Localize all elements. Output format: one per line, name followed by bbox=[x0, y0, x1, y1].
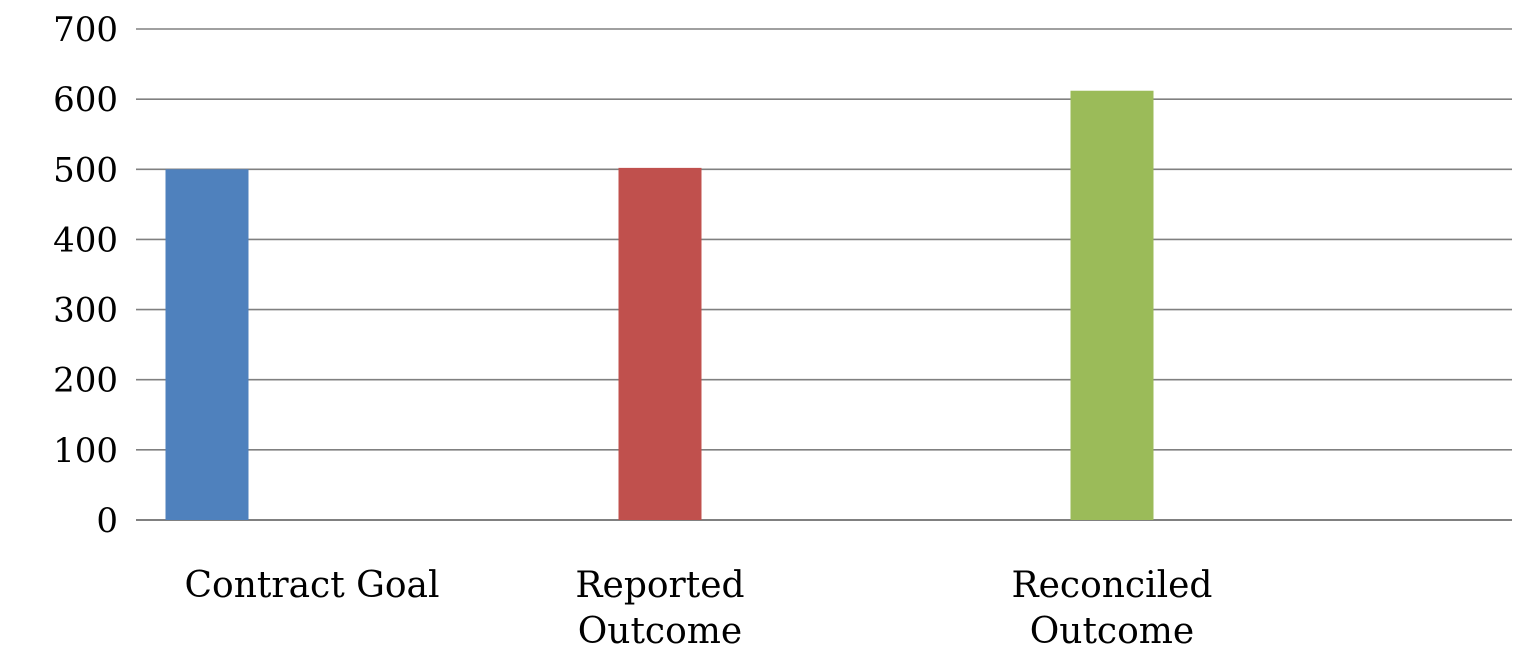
y-tick-label-200: 200 bbox=[53, 361, 118, 401]
y-tick-label-0: 0 bbox=[96, 501, 118, 541]
y-tick-label-700: 700 bbox=[53, 10, 118, 50]
y-axis-tick-labels: 0 100 200 300 400 500 600 700 bbox=[53, 10, 118, 541]
bar-reported-outcome bbox=[618, 167, 702, 520]
y-tick-label-600: 600 bbox=[53, 80, 118, 120]
bar-reconciled-outcome bbox=[1070, 90, 1154, 521]
bars bbox=[165, 90, 1154, 521]
bar-contract-goal bbox=[165, 169, 249, 521]
y-tick-label-500: 500 bbox=[53, 150, 118, 190]
y-tick-label-100: 100 bbox=[53, 431, 118, 471]
x-category-label-reported-outcome: Reported Outcome bbox=[575, 565, 744, 652]
x-axis-category-labels: Contract Goal Reported Outcome Reconciled Ou… bbox=[184, 565, 1212, 652]
gridlines bbox=[136, 28, 1512, 521]
y-tick-label-400: 400 bbox=[53, 220, 118, 260]
x-category-label-reconciled-outcome: Reconciled Outcome bbox=[1012, 565, 1213, 652]
x-category-label-contract-goal: Contract Goal bbox=[184, 565, 439, 606]
y-tick-label-300: 300 bbox=[53, 291, 118, 331]
